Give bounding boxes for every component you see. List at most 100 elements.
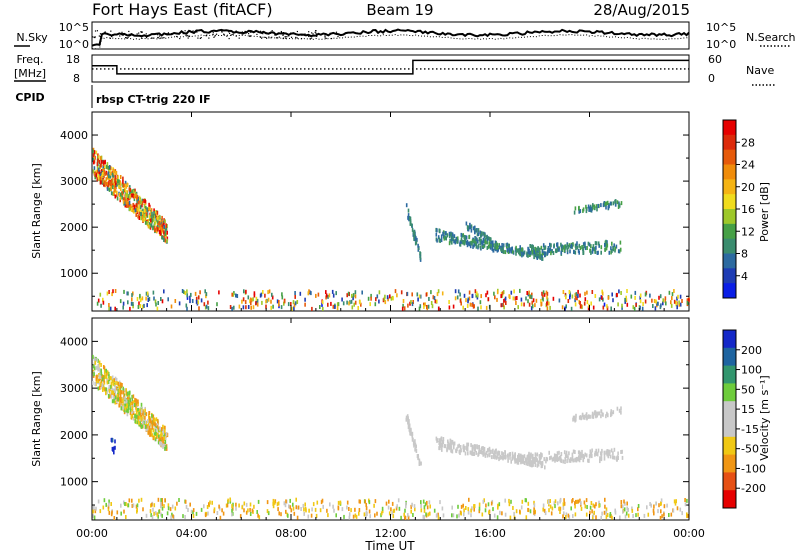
noise-point: [98, 35, 100, 37]
range-cell: [140, 216, 142, 221]
range-cell: [623, 499, 625, 504]
range-cell: [95, 173, 97, 178]
range-cell: [128, 200, 131, 205]
noise-point: [158, 35, 161, 37]
range-cell: [594, 294, 597, 298]
range-cell: [232, 511, 234, 516]
range-cell: [144, 408, 146, 413]
range-cell: [599, 459, 601, 464]
range-cell: [551, 457, 554, 462]
range-cell: [578, 458, 581, 463]
range-tick-label: 2000: [60, 221, 88, 234]
range-cell: [256, 302, 259, 307]
range-cell: [674, 501, 677, 506]
range-cell: [287, 513, 289, 518]
range-cell: [312, 502, 315, 507]
noise-point: [266, 37, 268, 39]
range-cell: [160, 498, 162, 503]
range-cell: [601, 448, 603, 453]
range-cell: [452, 441, 455, 446]
range-cell: [562, 245, 564, 250]
noise-point: [214, 35, 216, 37]
range-cell: [415, 449, 418, 453]
range-cell: [632, 514, 634, 518]
range-cell: [107, 380, 110, 384]
range-cell: [162, 431, 165, 435]
range-cell: [617, 455, 619, 460]
range-cell: [252, 297, 254, 302]
range-cell: [432, 295, 435, 300]
range-cell: [649, 293, 651, 298]
range-cell: [166, 236, 169, 241]
range-cell: [480, 238, 482, 243]
range-cell: [402, 303, 404, 308]
colorbar-swatch: [723, 347, 736, 367]
range-cell: [409, 216, 411, 221]
range-cell: [506, 248, 509, 253]
range-cell: [540, 460, 542, 465]
range-cell: [543, 251, 545, 256]
range-cell: [549, 456, 551, 461]
range-cell: [346, 500, 349, 505]
range-cell: [156, 229, 158, 234]
range-cell: [491, 247, 494, 251]
range-cell: [105, 164, 108, 169]
range-cell: [167, 506, 170, 511]
range-cell: [411, 227, 414, 232]
range-cell: [565, 245, 567, 250]
range-cell: [112, 289, 114, 294]
range-cell: [429, 504, 431, 509]
range-cell: [125, 401, 128, 406]
range-cell: [400, 290, 403, 295]
range-cell: [100, 363, 102, 367]
range-cell: [266, 509, 269, 514]
range-cell: [232, 502, 234, 507]
range-cell: [155, 417, 158, 422]
noise-point: [179, 37, 181, 40]
range-cell: [499, 510, 501, 515]
noise-point: [208, 37, 210, 39]
range-cell: [437, 512, 439, 517]
range-cell: [126, 412, 129, 417]
range-cell: [333, 508, 335, 513]
range-cell: [504, 512, 507, 517]
range-cell: [598, 500, 600, 505]
colorbar-swatch: [723, 454, 736, 473]
range-cell: [314, 507, 317, 512]
range-cell: [664, 298, 666, 303]
range-cell: [664, 296, 667, 301]
range-cell: [321, 498, 324, 503]
range-cell: [448, 241, 451, 246]
noise-point: [202, 30, 204, 32]
range-cell: [531, 244, 533, 249]
range-cell: [531, 304, 534, 309]
range-cell: [412, 513, 414, 517]
range-cell: [615, 244, 618, 249]
range-cell: [253, 504, 255, 509]
range-cell: [292, 506, 295, 511]
range-cell: [520, 455, 523, 460]
range-cell: [272, 498, 275, 503]
range-cell: [200, 298, 203, 303]
range-cell: [146, 291, 149, 296]
range-cell: [118, 380, 121, 385]
range-cell: [401, 306, 404, 311]
freq-tick-high: 18: [66, 53, 80, 66]
range-cell: [108, 174, 110, 179]
range-cell: [575, 417, 577, 422]
range-cell: [115, 178, 118, 183]
range-cell: [470, 224, 473, 229]
range-cell: [606, 200, 609, 205]
noise-point: [94, 30, 97, 32]
colorbar-swatch: [723, 401, 736, 420]
range-cell: [581, 412, 584, 417]
range-cell: [666, 503, 668, 508]
range-cell: [419, 304, 422, 309]
range-cell: [364, 499, 366, 504]
range-cell: [370, 296, 372, 301]
range-cell: [161, 235, 164, 240]
range-cell: [112, 390, 115, 395]
range-cell: [550, 251, 552, 256]
nave-label: Nave: [746, 64, 774, 77]
